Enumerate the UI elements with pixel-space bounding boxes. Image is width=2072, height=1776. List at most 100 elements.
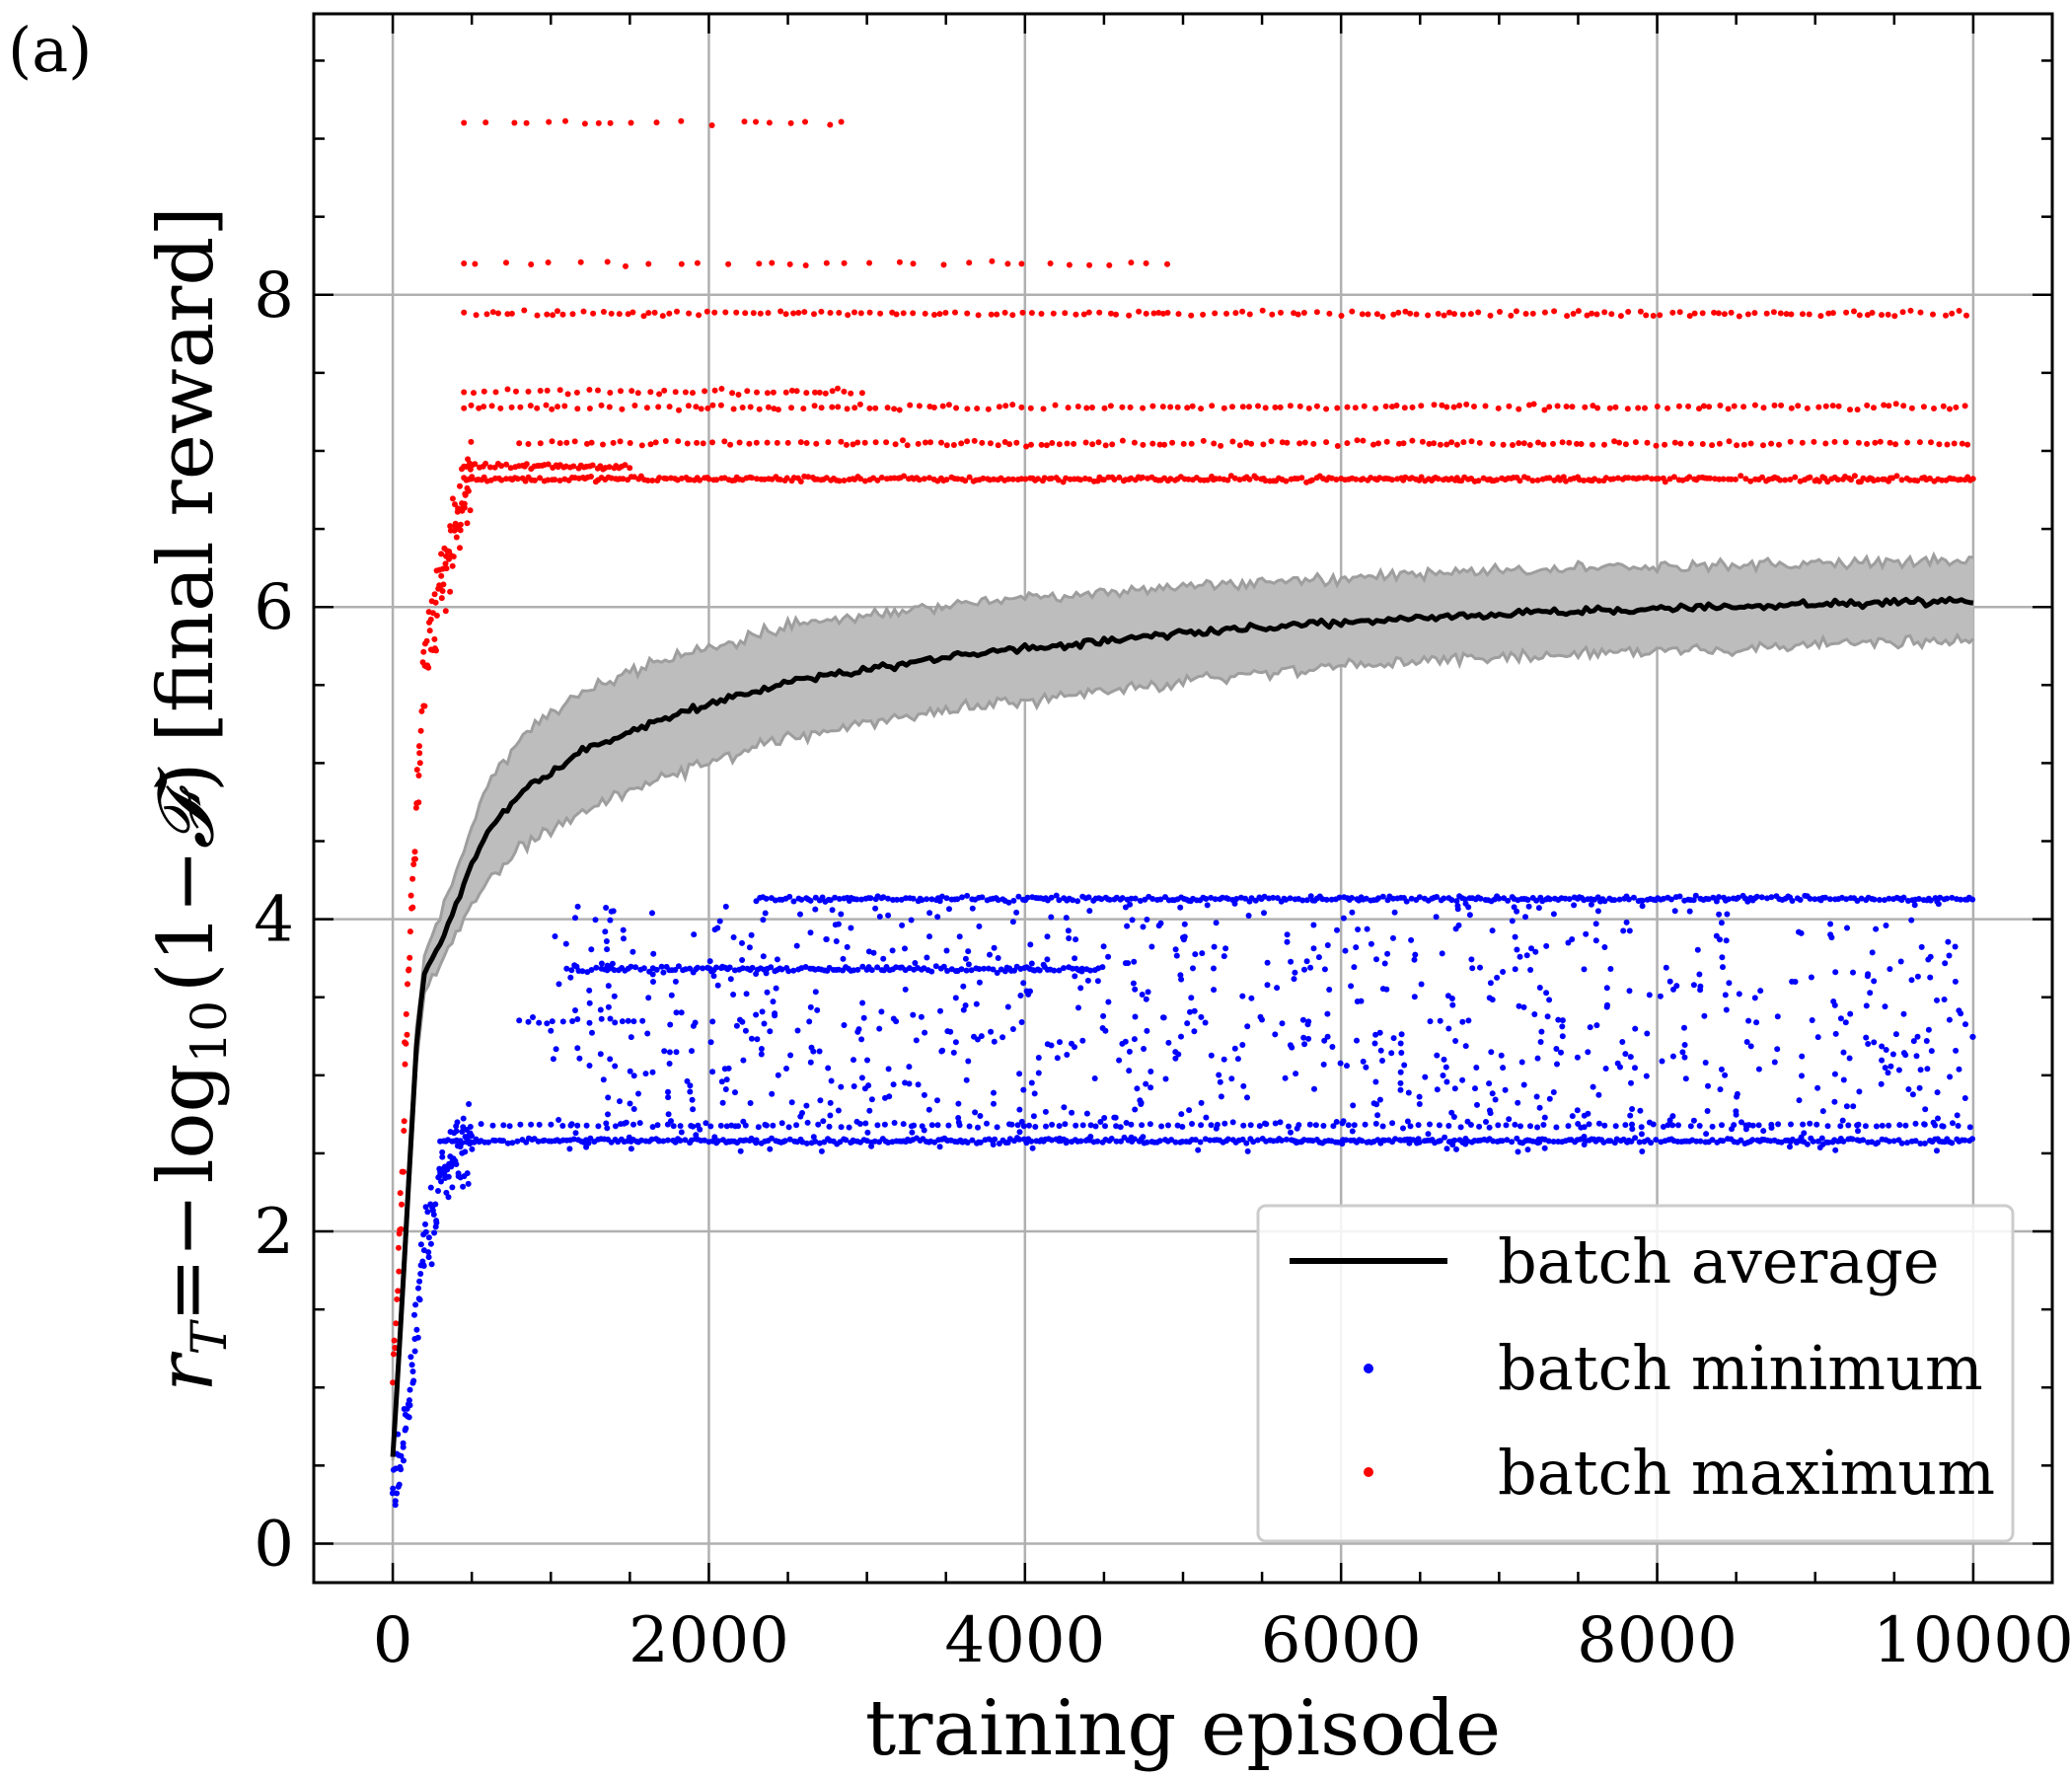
batch-minimum-point [1340,915,1347,922]
batch-minimum-point [1830,999,1837,1004]
batch-minimum-point [1131,958,1138,965]
batch-maximum-point [727,441,734,448]
y-tick-label: 2 [254,1196,294,1269]
batch-minimum-point [1867,990,1874,997]
batch-minimum-point [1213,1125,1220,1132]
batch-maximum-point [620,476,627,482]
batch-minimum-point [770,1122,777,1129]
batch-maximum-point [1086,261,1093,268]
batch-maximum-point [900,437,906,444]
batch-maximum-point [803,440,810,446]
batch-maximum-point [1602,475,1609,481]
batch-minimum-point [981,965,988,972]
batch-minimum-point [1462,900,1469,907]
batch-minimum-point [567,974,574,981]
batch-minimum-point [1016,1071,1023,1077]
batch-minimum-point [559,1123,566,1129]
batch-minimum-point [1401,1062,1408,1069]
batch-minimum-point [1315,954,1322,961]
batch-minimum-point [894,896,900,903]
batch-maximum-point [1644,474,1650,481]
batch-minimum-point [1087,1122,1094,1129]
batch-maximum-point [786,260,793,267]
batch-maximum-point [1009,402,1016,408]
batch-maximum-point [1892,441,1899,448]
batch-minimum-point [1301,1041,1308,1048]
batch-minimum-point [1696,971,1703,978]
batch-maximum-point [782,311,789,318]
batch-maximum-point [1636,475,1643,481]
batch-minimum-point [783,1066,789,1072]
x-tick-label: 4000 [944,1604,1105,1677]
batch-maximum-point [1953,404,1960,410]
batch-minimum-point [1514,946,1520,953]
batch-minimum-point [972,1109,979,1116]
batch-maximum-point [1494,477,1500,483]
batch-minimum-point [885,895,891,902]
batch-maximum-point [678,117,685,124]
batch-minimum-point [453,1137,460,1144]
batch-maximum-point [555,308,560,315]
batch-maximum-point [987,440,994,447]
batch-maximum-point [607,390,614,396]
batch-maximum-point [1742,476,1749,482]
batch-maximum-point [1900,403,1907,409]
batch-maximum-point [1728,476,1735,482]
batch-maximum-point [525,388,532,395]
batch-minimum-point [925,1106,932,1113]
batch-minimum-point [862,1120,869,1127]
batch-maximum-point [1699,310,1706,317]
batch-minimum-point [737,1016,743,1023]
batch-minimum-point [1099,964,1106,971]
batch-maximum-point [722,309,729,316]
batch-minimum-point [793,942,800,949]
batch-maximum-point [1886,403,1892,409]
batch-minimum-point [754,1036,761,1043]
batch-minimum-point [607,1056,614,1063]
batch-minimum-point [1914,1033,1921,1040]
batch-maximum-point [1871,405,1877,411]
batch-minimum-point [1355,926,1362,932]
batch-minimum-point [1086,908,1093,915]
batch-maximum-point [1077,477,1084,483]
batch-maximum-point [1013,439,1020,446]
batch-maximum-point [649,478,656,483]
batch-maximum-point [574,406,581,412]
batch-minimum-point [1441,895,1447,902]
batch-maximum-point [1475,478,1482,484]
batch-minimum-point [1149,896,1156,902]
batch-maximum-point [1686,313,1693,320]
batch-maximum-point [1409,437,1416,444]
batch-maximum-point [922,310,928,317]
batch-minimum-point [1066,935,1073,941]
batch-minimum-point [675,963,682,970]
batch-minimum-point [758,1051,765,1058]
batch-maximum-point [1439,402,1445,408]
batch-maximum-point [682,389,689,396]
batch-minimum-point [1724,911,1731,918]
batch-maximum-point [527,403,534,409]
batch-minimum-point [1643,1073,1650,1079]
batch-minimum-point [396,1481,403,1488]
batch-maximum-point [708,122,715,128]
batch-minimum-point [1454,903,1461,909]
batch-maximum-point [1687,440,1694,447]
batch-maximum-point [1736,313,1742,320]
batch-maximum-point [498,477,505,483]
batch-minimum-point [1334,926,1340,933]
batch-minimum-point [1101,1115,1108,1121]
batch-maximum-point [1696,406,1702,412]
batch-maximum-point [1881,402,1887,408]
batch-maximum-point [1612,404,1619,410]
batch-maximum-point [1448,439,1455,446]
batch-maximum-point [836,478,843,484]
batch-minimum-point [1755,1122,1762,1129]
batch-maximum-point [1018,260,1025,267]
batch-maximum-point [1864,402,1871,408]
batch-minimum-point [1063,915,1070,922]
batch-minimum-point [1602,1066,1609,1072]
batch-maximum-point [1253,475,1260,481]
batch-maximum-point [746,440,753,447]
batch-minimum-point [1061,1104,1068,1111]
batch-minimum-point [1569,936,1576,942]
